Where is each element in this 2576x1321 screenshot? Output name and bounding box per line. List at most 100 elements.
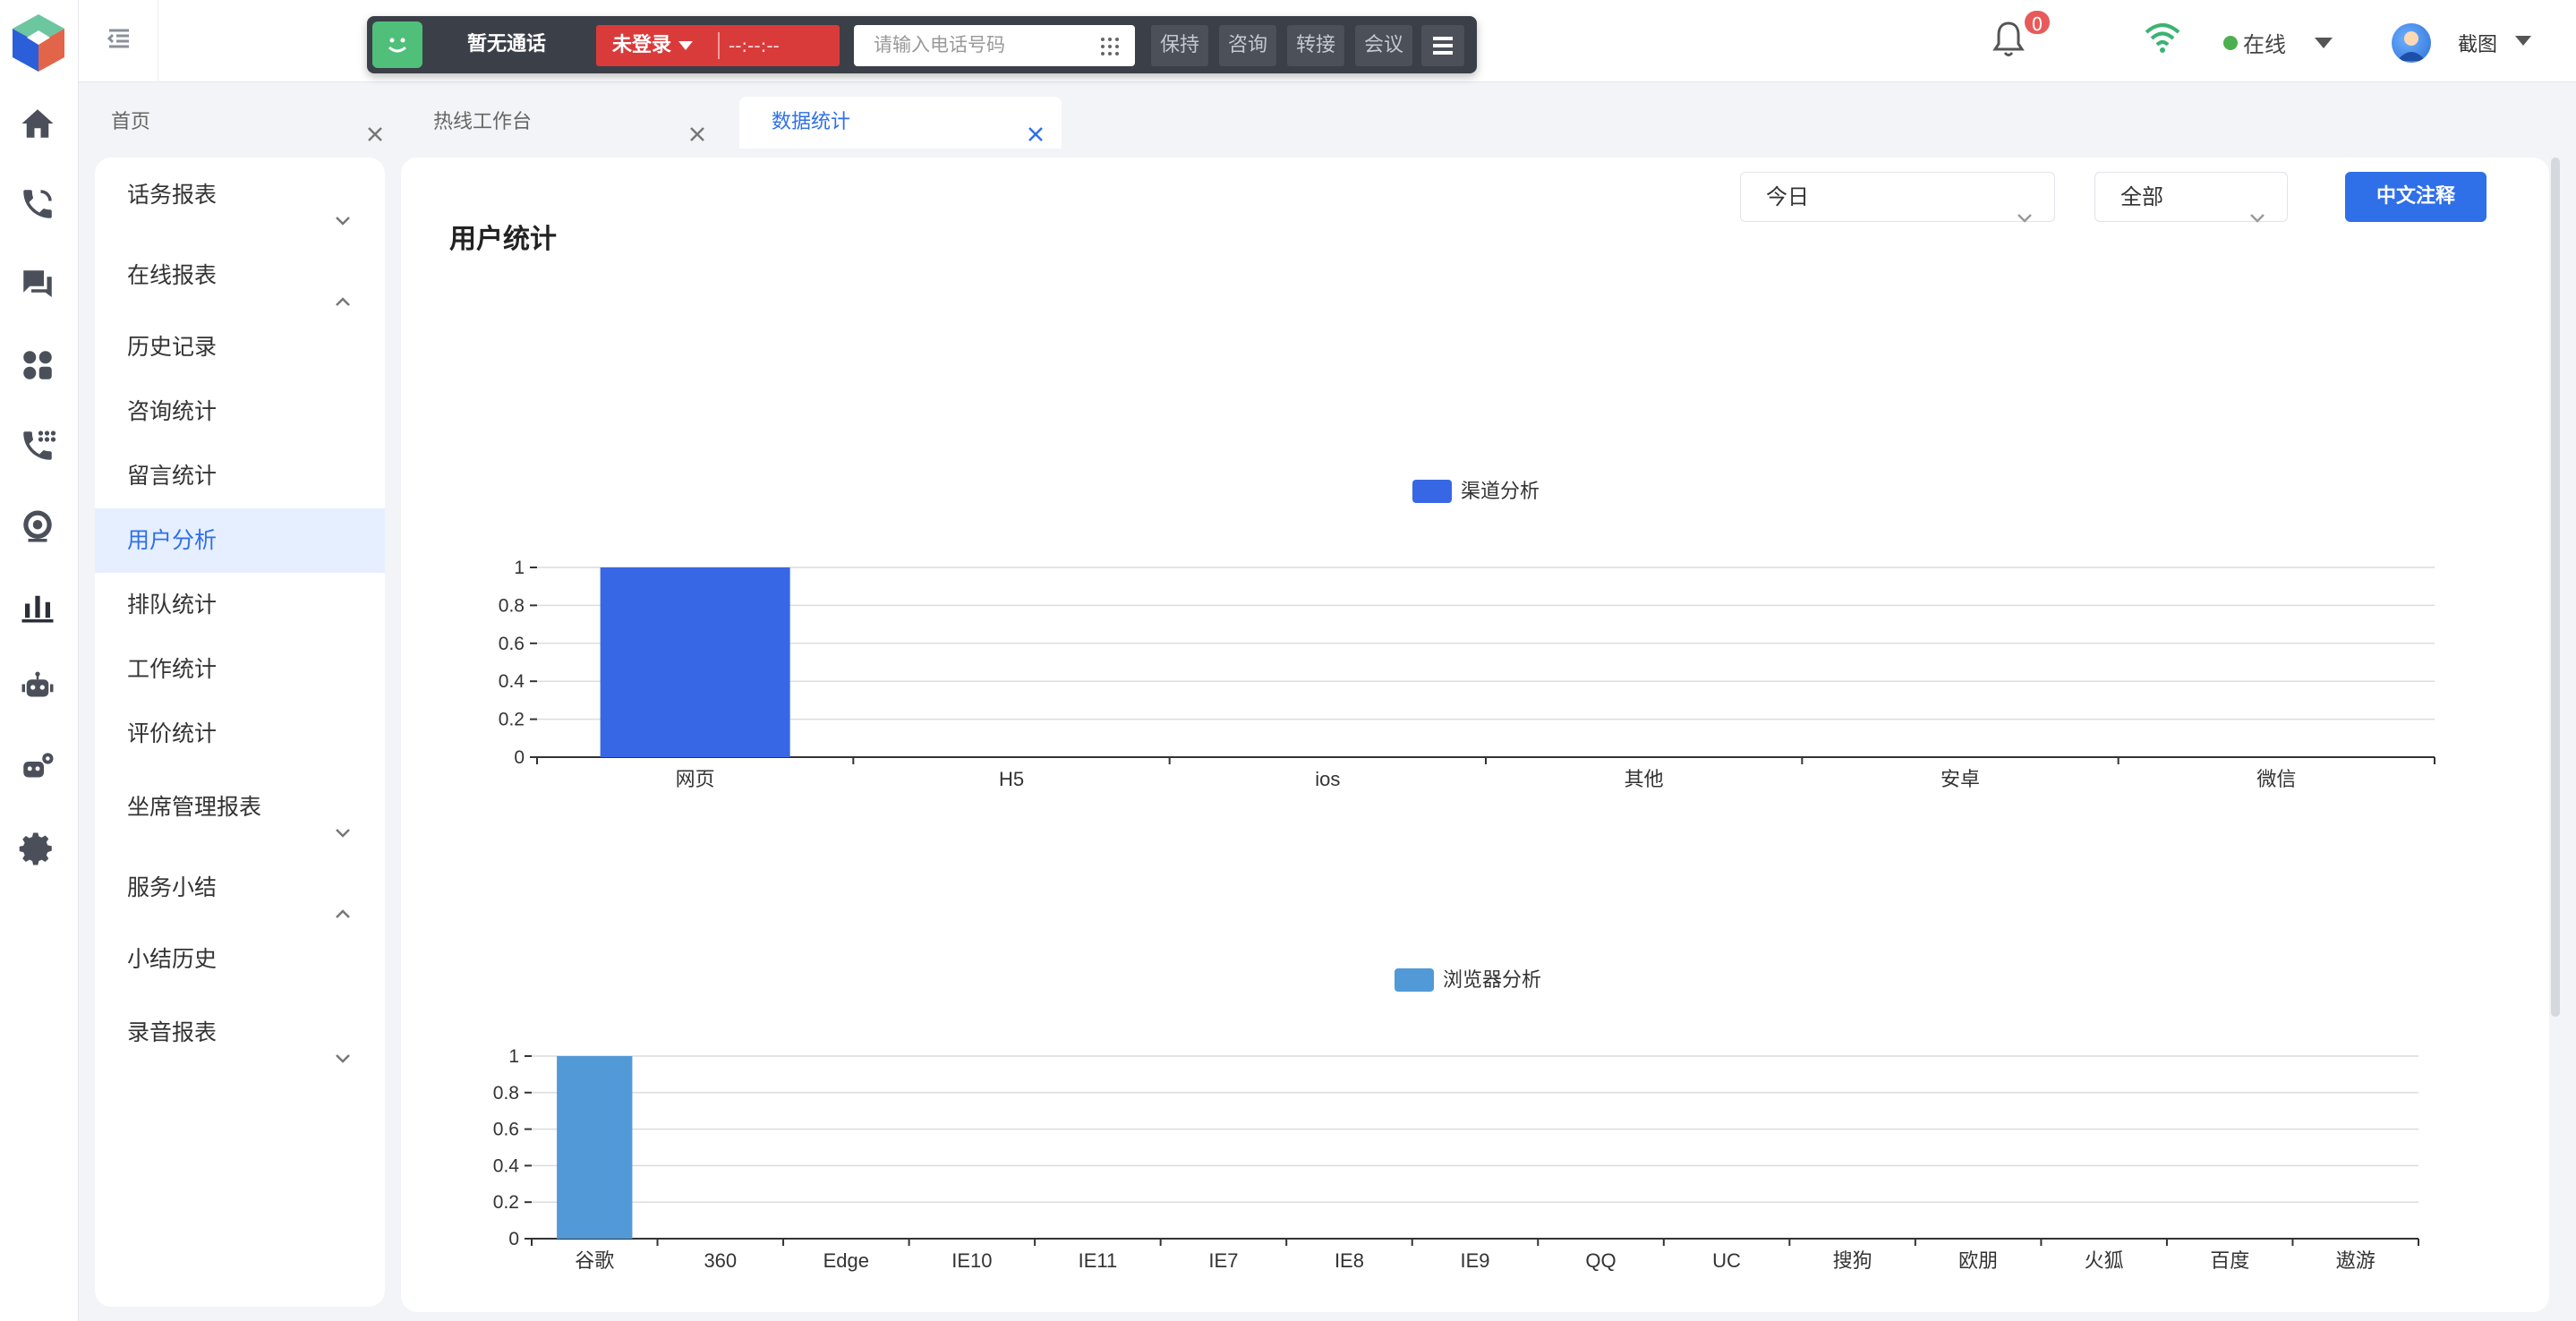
tab-label: 热线工作台: [433, 111, 533, 133]
apps-grid-icon[interactable]: [16, 344, 59, 387]
scope-value: 全部: [2120, 184, 2163, 209]
y-tick-label: 0: [508, 1229, 519, 1249]
y-tick-label: 0: [514, 747, 525, 768]
x-tick-label: 遨游: [2336, 1249, 2376, 1272]
chinese-annotation-button[interactable]: 中文注释: [2345, 172, 2486, 222]
date-range-value: 今日: [1766, 184, 1809, 209]
home-icon[interactable]: [16, 102, 59, 145]
robot-settings-icon[interactable]: [16, 746, 59, 789]
close-icon[interactable]: [365, 113, 385, 141]
sidebar-item-label: 录音报表: [127, 1019, 218, 1045]
bell-icon[interactable]: [1991, 20, 2030, 63]
bar: [557, 1056, 633, 1239]
x-tick-label: 火狐: [2085, 1249, 2124, 1272]
wifi-icon: [2145, 21, 2184, 57]
x-tick-label: 欧朋: [1958, 1249, 1998, 1272]
y-tick-label: 1: [514, 558, 525, 578]
online-status-dot-icon: [2223, 36, 2238, 50]
y-tick-label: 0.8: [493, 1083, 519, 1104]
report-sidebar: 话务报表 在线报表 历史记录 咨询统计 留言统计 用户分析 排队统计 工作统计 …: [95, 158, 385, 1307]
sidebar-group-online-reports[interactable]: 在线报表: [95, 243, 385, 308]
vertical-scrollbar[interactable]: [2551, 158, 2560, 1017]
legend-swatch: [1412, 480, 1452, 503]
sidebar-item-user-analysis[interactable]: 用户分析: [95, 508, 385, 573]
sidebar-item-label: 坐席管理报表: [127, 794, 262, 820]
sidebar-group-service-summary[interactable]: 服务小结: [95, 856, 385, 920]
tab-hotline-workbench[interactable]: 热线工作台: [401, 97, 723, 149]
dialpad-icon[interactable]: [1099, 36, 1121, 57]
sidebar-item-rating-stats[interactable]: 评价统计: [95, 702, 385, 766]
avatar[interactable]: [2392, 23, 2431, 63]
close-icon[interactable]: [1026, 113, 1045, 141]
sidebar-item-label: 在线报表: [127, 262, 218, 288]
top-bar: 暂无通话 未登录 --:--:-- 保持 咨询 转接 会议 0 在线: [79, 0, 2576, 82]
sidebar-group-call-reports[interactable]: 话务报表: [95, 163, 385, 227]
robot-icon[interactable]: [16, 666, 59, 709]
sidebar-group-recording-reports[interactable]: 录音报表: [95, 1001, 385, 1065]
tab-home[interactable]: 首页: [79, 97, 401, 149]
date-range-select[interactable]: 今日: [1740, 172, 2055, 223]
sidebar-item-work-stats[interactable]: 工作统计: [95, 637, 385, 702]
legend-label: 渠道分析: [1461, 480, 1540, 502]
transfer-button[interactable]: 转接: [1287, 25, 1345, 66]
login-status-dropdown[interactable]: 未登录 --:--:--: [596, 25, 840, 66]
presence-caret-down-icon[interactable]: [2315, 38, 2333, 48]
sidebar-item-label: 排队统计: [127, 592, 218, 618]
channel-analysis-chart-svg: 渠道分析 0 0.2 0.4 0.6 0.8 1 网页 H5 ios 其他 安卓 微信: [499, 480, 2435, 790]
sidebar-item-label: 评价统计: [127, 720, 218, 746]
sidebar-item-message-stats[interactable]: 留言统计: [95, 444, 385, 508]
sidebar-group-agent-reports[interactable]: 坐席管理报表: [95, 775, 385, 839]
chevron-up-icon: [335, 881, 351, 918]
phone-number-input[interactable]: [854, 25, 1135, 66]
y-tick-label: 0.2: [499, 710, 525, 730]
sidebar-item-label: 小结历史: [127, 946, 218, 972]
hold-button[interactable]: 保持: [1151, 25, 1209, 66]
agent-status-smile-icon[interactable]: [372, 21, 422, 68]
y-tick-label: 0.8: [499, 595, 525, 616]
sidebar-item-label: 用户分析: [127, 527, 218, 553]
chevron-down-icon: [2249, 192, 2265, 223]
divider: [718, 32, 720, 59]
x-tick-label: 360: [704, 1249, 737, 1272]
notification-badge: 0: [2023, 9, 2051, 36]
presence-status[interactable]: 在线: [2243, 32, 2286, 57]
page-tabs: 首页 热线工作台 数据统计: [79, 97, 2576, 149]
user-name[interactable]: 截图: [2458, 34, 2498, 56]
chevron-down-icon: [335, 800, 351, 838]
conference-button[interactable]: 会议: [1355, 25, 1413, 66]
settings-gear-icon[interactable]: [16, 827, 59, 870]
sidebar-item-label: 工作统计: [127, 656, 218, 682]
y-tick-label: 0.6: [493, 1120, 519, 1140]
softphone-toolbar: 暂无通话 未登录 --:--:-- 保持 咨询 转接 会议: [367, 16, 1477, 73]
channel-analysis-chart: 渠道分析 0 0.2 0.4 0.6 0.8 1 网页 H5 ios 其他 安卓 微信: [401, 310, 2549, 797]
phone-keypad-icon[interactable]: [16, 424, 59, 467]
x-tick-label: QQ: [1585, 1249, 1616, 1272]
sidebar-item-label: 历史记录: [127, 334, 218, 360]
sidebar-item-history[interactable]: 历史记录: [95, 315, 385, 379]
call-timer: --:--:--: [729, 35, 780, 56]
left-rail: [0, 0, 79, 1321]
x-tick-label: 百度: [2210, 1249, 2249, 1272]
sidebar-item-queue-stats[interactable]: 排队统计: [95, 573, 385, 637]
x-tick-label: 谷歌: [575, 1249, 614, 1272]
tab-data-statistics[interactable]: 数据统计: [739, 97, 1062, 149]
x-tick-label: 其他: [1625, 768, 1664, 790]
scope-select[interactable]: 全部: [2094, 172, 2288, 223]
monitor-icon[interactable]: [16, 505, 59, 548]
messages-icon[interactable]: [16, 263, 59, 306]
login-status-label: 未登录: [612, 34, 672, 56]
close-icon[interactable]: [687, 113, 707, 141]
y-tick-label: 0.4: [493, 1155, 520, 1176]
consult-button[interactable]: 咨询: [1219, 25, 1277, 66]
x-tick-label: UC: [1712, 1249, 1741, 1272]
statistics-icon[interactable]: [16, 585, 59, 628]
chevron-down-icon: [335, 1026, 351, 1063]
user-menu-caret-down-icon[interactable]: [2515, 36, 2531, 46]
hamburger-menu-icon[interactable]: [1421, 25, 1464, 66]
chevron-down-icon: [2017, 192, 2033, 223]
y-tick-label: 0.6: [499, 634, 525, 654]
collapse-menu-icon[interactable]: [106, 25, 138, 57]
sidebar-item-summary-history[interactable]: 小结历史: [95, 927, 385, 992]
sidebar-item-consult-stats[interactable]: 咨询统计: [95, 379, 385, 444]
call-history-icon[interactable]: [16, 183, 59, 226]
